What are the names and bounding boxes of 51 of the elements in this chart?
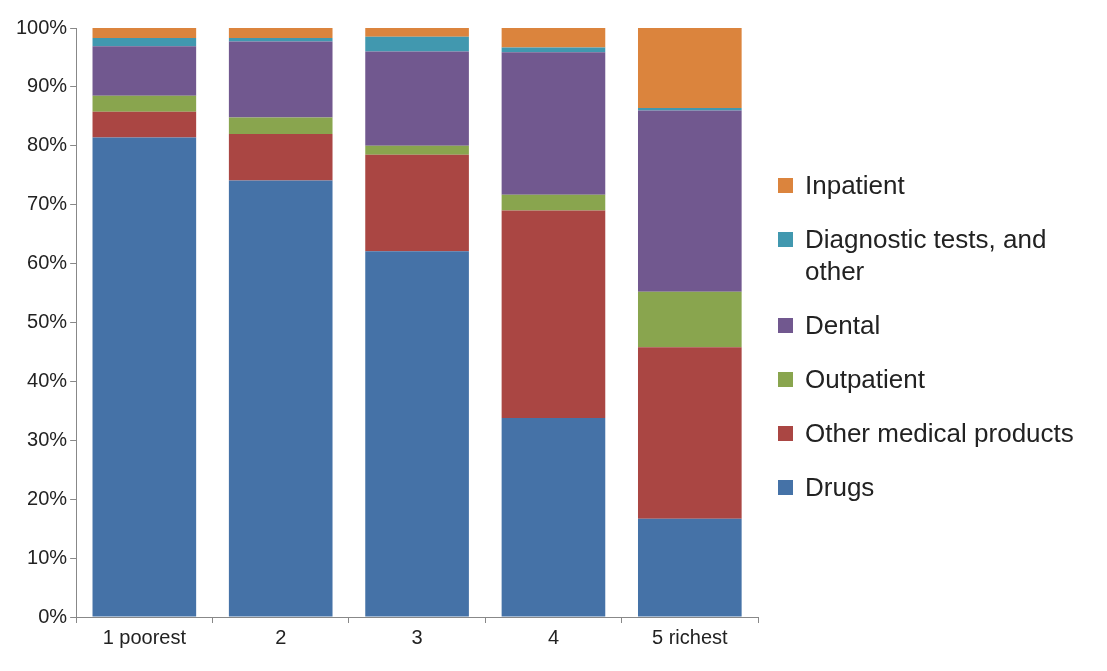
bar <box>365 28 469 37</box>
bar <box>228 134 333 181</box>
x-tick-label: 3 <box>411 625 423 648</box>
legend-label: Dental <box>805 308 881 341</box>
y-tick-label: 90% <box>27 74 68 97</box>
bar <box>228 117 333 135</box>
bar <box>638 110 742 292</box>
y-tick-label: 20% <box>27 486 68 509</box>
bar <box>365 145 469 155</box>
bar <box>365 51 469 146</box>
bar <box>228 28 333 39</box>
y-tick-label: 70% <box>27 192 68 215</box>
bar <box>501 28 606 48</box>
y-tick-label: 80% <box>27 133 68 156</box>
bar <box>365 251 469 617</box>
bar <box>365 36 469 52</box>
bar <box>92 111 197 138</box>
bar <box>228 41 333 118</box>
legend-label: Drugs <box>805 470 875 503</box>
bar <box>501 194 606 211</box>
bar <box>638 518 742 617</box>
bar <box>228 38 333 42</box>
legend-label: Diagnostic tests, and other <box>805 222 1048 287</box>
bar <box>92 28 197 39</box>
x-tick-label: 1 poorest <box>102 625 187 648</box>
bar <box>501 52 606 195</box>
legend-label: Other medical products <box>805 416 1074 449</box>
x-tick-label: 5 richest <box>652 625 729 648</box>
bar <box>638 347 742 519</box>
bar <box>228 180 333 617</box>
bar <box>638 291 742 348</box>
bar <box>365 154 469 252</box>
y-tick-label: 10% <box>27 545 68 568</box>
bar <box>501 47 606 53</box>
y-tick-label: 60% <box>27 251 68 274</box>
bar <box>501 417 606 617</box>
y-tick-label: 0% <box>38 604 68 627</box>
bar <box>92 95 197 112</box>
x-tick-label: 4 <box>547 625 560 648</box>
x-tick-label: 2 <box>275 625 287 648</box>
bar <box>92 46 197 96</box>
bar <box>501 210 606 418</box>
legend-label: Outpatient <box>805 362 925 395</box>
bar <box>92 38 197 47</box>
bar <box>638 28 742 109</box>
y-tick-label: 40% <box>27 368 68 391</box>
y-tick-label: 100% <box>16 15 68 38</box>
y-tick-label: 30% <box>27 427 68 450</box>
bar <box>92 137 197 617</box>
y-tick-label: 50% <box>27 310 68 333</box>
legend-label: Inpatient <box>805 168 905 201</box>
